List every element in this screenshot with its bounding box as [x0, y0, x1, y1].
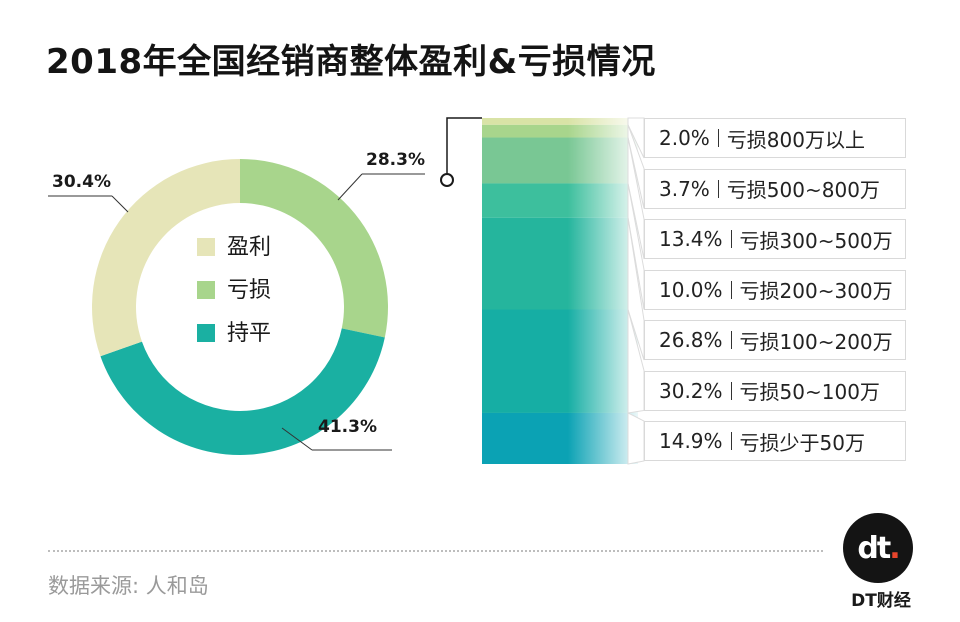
- brand-name: DT财经: [851, 591, 911, 611]
- bar-row-separator: [717, 179, 719, 198]
- donut-slice: [240, 159, 388, 338]
- callout-line: [446, 117, 482, 180]
- logo-dot: .: [889, 530, 900, 566]
- bar-row-percent: 26.8%: [659, 328, 723, 352]
- bar-row-separator: [730, 432, 732, 450]
- bar-row-category: 亏损50~100万: [739, 380, 880, 404]
- bar-row-separator: [730, 381, 732, 400]
- legend-label: 盈利: [227, 235, 271, 260]
- chart-title: 2018年全国经销商整体盈利&亏损情况: [46, 42, 656, 82]
- bar-connector: [627, 309, 645, 414]
- bar-row-label: 3.7% 亏损500~800万: [644, 168, 906, 209]
- legend-swatch: [197, 281, 215, 299]
- donut-slice: [100, 328, 385, 455]
- bar-row-separator: [717, 129, 719, 147]
- bar-segment: [482, 118, 638, 125]
- bar-row-percent: 10.0%: [659, 277, 723, 302]
- bar-row-label: 14.9% 亏损少于50万: [644, 421, 906, 461]
- bar-connector: [627, 117, 645, 159]
- bar-row-category: 亏损300~500万: [739, 228, 893, 253]
- bar-connector: [627, 183, 645, 310]
- bar-connector: [627, 137, 645, 260]
- bar-row-percent: 2.0%: [659, 126, 710, 150]
- dt-logo-icon: dt.: [843, 513, 913, 583]
- donut-percent-label: 28.3%: [366, 150, 425, 170]
- legend-label: 持平: [227, 321, 271, 346]
- bar-row-label: 30.2% 亏损50~100万: [644, 370, 906, 411]
- stacked-bar-chart: [482, 118, 644, 464]
- donut-percent-label: 41.3%: [318, 417, 377, 437]
- bar-row-label: 2.0% 亏损800万以上: [644, 118, 906, 158]
- bar-row-separator: [730, 280, 732, 299]
- callout-marker-icon: [440, 173, 454, 187]
- donut-leader-line: [337, 173, 363, 201]
- bar-row-percent: 30.2%: [659, 378, 723, 403]
- legend-label: 亏损: [227, 278, 271, 303]
- bar-connector: [627, 217, 645, 361]
- source-divider: [48, 550, 823, 552]
- bar-row-separator: [730, 331, 732, 349]
- bar-row-percent: 13.4%: [659, 227, 723, 251]
- legend-swatch: [197, 324, 215, 342]
- bar-row-category: 亏损200~300万: [739, 279, 893, 303]
- bar-row-category: 亏损少于50万: [739, 430, 865, 455]
- legend-swatch: [197, 238, 215, 256]
- bar-row-separator: [730, 230, 732, 248]
- bar-row-label: 10.0% 亏损200~300万: [644, 269, 906, 310]
- bar-row-label: 13.4% 亏损300~500万: [644, 219, 906, 259]
- bar-row-category: 亏损800万以上: [726, 127, 865, 152]
- bar-connector: [627, 124, 645, 209]
- donut-percent-label: 30.4%: [52, 172, 111, 192]
- donut-slice: [91, 159, 240, 357]
- source-text: 数据来源: 人和岛: [48, 574, 209, 598]
- connectors: [440, 117, 645, 465]
- bar-row-label: 26.8% 亏损100~200万: [644, 320, 906, 360]
- bar-row-category: 亏损100~200万: [739, 329, 893, 354]
- donut-leader-line: [111, 195, 129, 213]
- bar-row-percent: 3.7%: [659, 176, 710, 201]
- donut-leader-line: [281, 427, 313, 451]
- bar-row-category: 亏损500~800万: [726, 178, 880, 202]
- bar-connector: [627, 412, 645, 465]
- bar-row-percent: 14.9%: [659, 429, 723, 453]
- logo-text: dt: [857, 530, 891, 566]
